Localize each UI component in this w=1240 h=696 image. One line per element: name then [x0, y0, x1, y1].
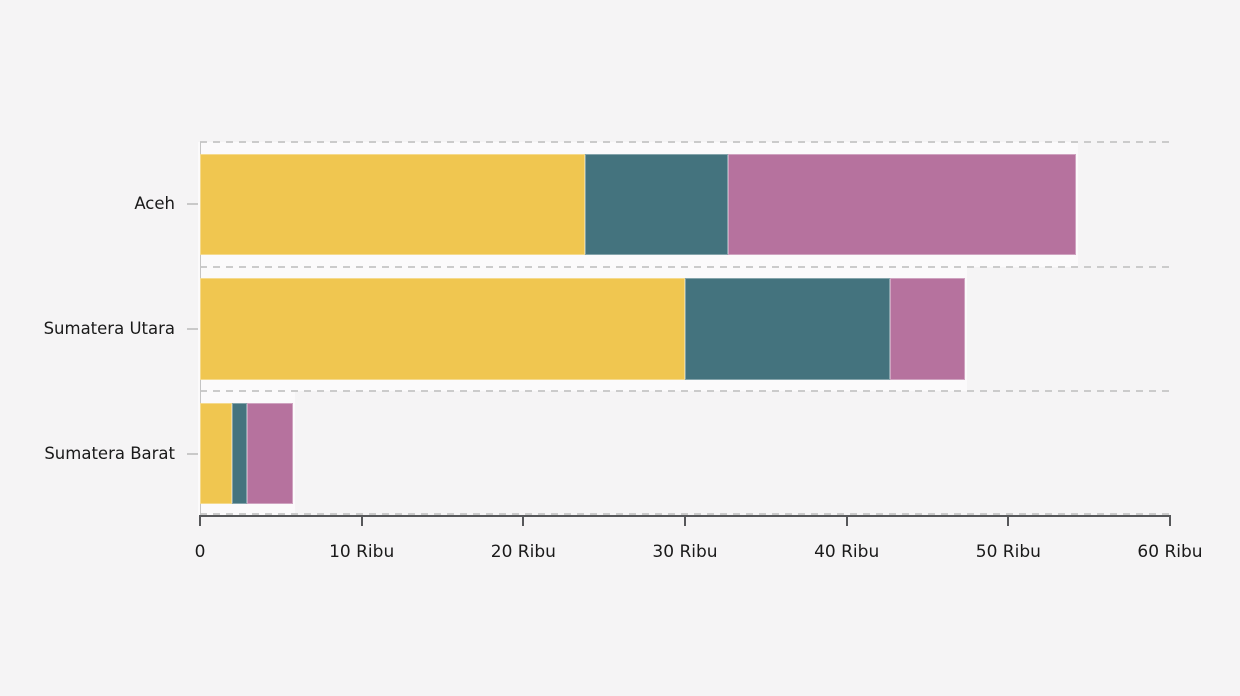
bar-segment-pink-series[interactable] — [889, 278, 966, 380]
bar-segment-teal-series[interactable] — [685, 278, 890, 380]
bar-segment-pink-series[interactable] — [247, 402, 294, 505]
x-axis-tick-label: 50 Ribu — [975, 542, 1041, 562]
x-axis-tick-label: 30 Ribu — [652, 542, 718, 562]
bar-segment-pink-series[interactable] — [727, 153, 1077, 256]
row-separator-dashed-line — [200, 513, 1170, 515]
x-axis-tick-mark — [360, 515, 363, 526]
x-axis-tick-label: 10 Ribu — [329, 542, 395, 562]
x-axis-tick-label: 20 Ribu — [490, 542, 556, 562]
x-axis-tick-mark — [684, 515, 686, 526]
stacked-bar-row — [200, 153, 1077, 256]
bar-segment-teal-series[interactable] — [584, 153, 728, 256]
x-axis-tick-label: 0 — [194, 542, 206, 562]
category-tick-mark — [186, 452, 198, 455]
x-axis-tick-mark — [1007, 515, 1010, 526]
x-axis-tick-label: 60 Ribu — [1137, 542, 1203, 562]
x-axis-tick-mark — [522, 515, 525, 526]
x-axis-tick-mark — [845, 515, 848, 526]
x-axis-tick-mark — [1169, 515, 1171, 526]
bar-segment-yellow-series[interactable] — [200, 278, 685, 380]
category-label: Sumatera Utara — [43, 318, 175, 338]
row-separator-dashed-line — [200, 390, 1170, 393]
category-tick-mark — [186, 203, 198, 206]
row-separator-dashed-line — [200, 141, 1170, 143]
bar-segment-yellow-series[interactable] — [200, 402, 233, 505]
category-label: Aceh — [134, 194, 175, 214]
stacked-bar-row — [200, 278, 966, 380]
stacked-bar-row — [200, 402, 294, 505]
x-axis-tick-mark — [199, 515, 201, 526]
row-separator-dashed-line — [200, 265, 1170, 268]
bar-segment-teal-series[interactable] — [232, 402, 248, 505]
bar-segment-yellow-series[interactable] — [200, 153, 585, 256]
category-tick-mark — [186, 328, 198, 330]
category-label: Sumatera Barat — [44, 443, 175, 463]
x-axis-tick-label: 40 Ribu — [814, 542, 880, 562]
